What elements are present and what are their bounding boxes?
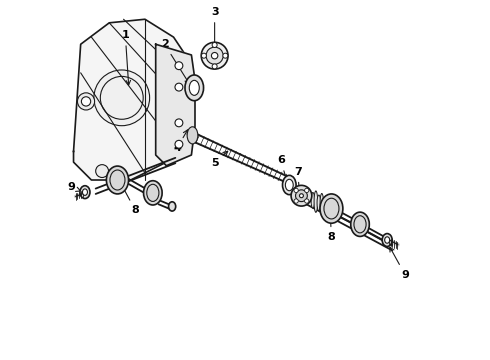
- Circle shape: [175, 119, 183, 127]
- Ellipse shape: [295, 190, 307, 202]
- Text: 9: 9: [67, 182, 81, 192]
- Text: 4: 4: [173, 130, 188, 153]
- Ellipse shape: [320, 193, 323, 215]
- Text: 8: 8: [328, 213, 335, 242]
- Ellipse shape: [82, 189, 88, 195]
- Circle shape: [77, 93, 95, 110]
- Ellipse shape: [185, 75, 203, 101]
- Circle shape: [175, 140, 183, 148]
- Ellipse shape: [385, 237, 390, 243]
- Ellipse shape: [211, 53, 218, 59]
- Circle shape: [94, 70, 149, 126]
- Circle shape: [223, 53, 228, 58]
- Ellipse shape: [187, 127, 198, 144]
- Circle shape: [201, 53, 206, 58]
- Ellipse shape: [206, 47, 223, 64]
- Ellipse shape: [299, 194, 303, 198]
- Circle shape: [81, 97, 91, 106]
- Ellipse shape: [320, 194, 343, 223]
- Text: 1: 1: [122, 30, 130, 85]
- Ellipse shape: [329, 200, 333, 216]
- Ellipse shape: [169, 202, 176, 211]
- Ellipse shape: [106, 166, 128, 194]
- Ellipse shape: [323, 198, 326, 213]
- Ellipse shape: [317, 195, 320, 211]
- Ellipse shape: [80, 186, 90, 199]
- Ellipse shape: [291, 185, 312, 206]
- Ellipse shape: [351, 212, 369, 237]
- Ellipse shape: [189, 80, 199, 95]
- Ellipse shape: [144, 181, 162, 205]
- Circle shape: [212, 42, 217, 48]
- Text: 9: 9: [390, 247, 409, 280]
- Circle shape: [96, 165, 109, 177]
- Ellipse shape: [382, 234, 392, 247]
- Circle shape: [175, 83, 183, 91]
- Polygon shape: [74, 19, 188, 180]
- Ellipse shape: [314, 191, 318, 212]
- Text: 5: 5: [211, 151, 228, 168]
- Circle shape: [305, 199, 309, 203]
- Circle shape: [175, 62, 183, 69]
- Text: 2: 2: [161, 39, 189, 84]
- Circle shape: [294, 199, 298, 203]
- Circle shape: [212, 64, 217, 69]
- Ellipse shape: [285, 179, 293, 191]
- Circle shape: [294, 188, 298, 193]
- Circle shape: [305, 188, 309, 193]
- Text: 3: 3: [211, 7, 219, 51]
- Text: 8: 8: [122, 185, 139, 215]
- Ellipse shape: [311, 193, 315, 208]
- Polygon shape: [156, 44, 195, 166]
- Ellipse shape: [326, 196, 330, 217]
- Ellipse shape: [201, 42, 228, 69]
- Text: 6: 6: [277, 156, 288, 183]
- Ellipse shape: [283, 175, 296, 195]
- Text: 7: 7: [294, 167, 302, 193]
